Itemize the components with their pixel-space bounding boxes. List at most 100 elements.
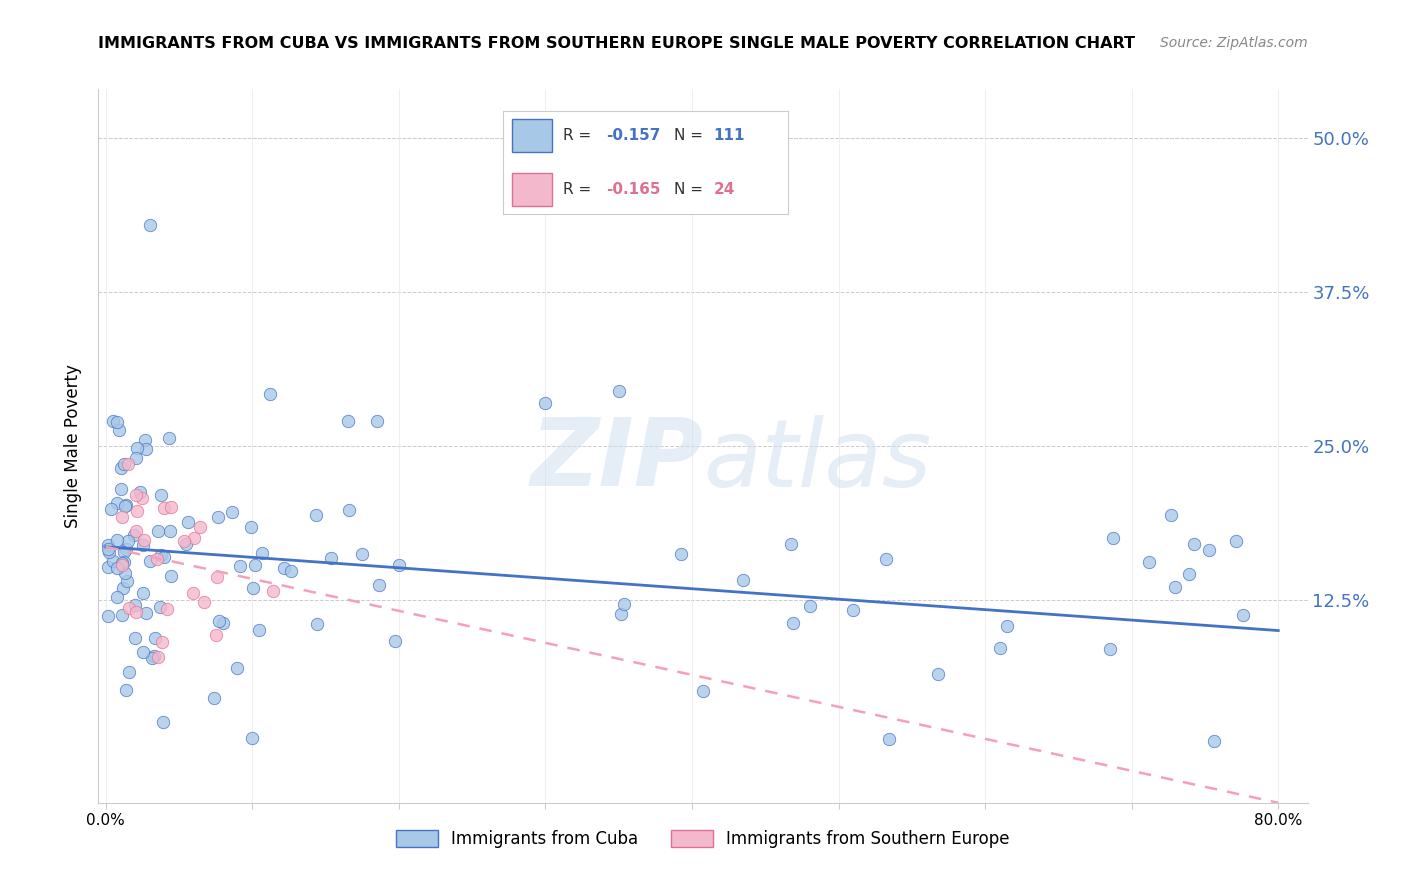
Point [157, 432, 180, 446]
Point [337, 503, 360, 517]
Point [112, 544, 135, 558]
Legend: Immigrants from Cuba, Immigrants from Southern Europe: Immigrants from Cuba, Immigrants from So… [389, 823, 1017, 855]
Point [782, 615, 804, 630]
Point [799, 599, 821, 614]
Point [205, 570, 228, 584]
Point [105, 496, 128, 510]
Point [117, 458, 139, 472]
Point [240, 731, 263, 746]
Point [1232, 607, 1254, 622]
Point [321, 550, 343, 565]
Point [202, 691, 225, 706]
Point [259, 386, 281, 401]
Point [114, 498, 136, 512]
Point [280, 564, 302, 578]
Point [534, 396, 557, 410]
Point [149, 487, 172, 501]
Point [336, 414, 359, 428]
Point [205, 628, 228, 642]
Point [135, 606, 157, 620]
Point [98, 545, 121, 559]
Point [177, 515, 200, 529]
Point [607, 384, 630, 398]
Point [117, 534, 139, 549]
Text: atlas: atlas [703, 415, 931, 506]
Point [110, 461, 132, 475]
Point [139, 554, 162, 568]
Text: ZIP: ZIP [530, 414, 703, 507]
Point [124, 631, 146, 645]
Point [105, 415, 128, 429]
Point [114, 500, 136, 514]
Point [1160, 508, 1182, 523]
Point [247, 623, 270, 637]
Point [132, 586, 155, 600]
Point [114, 566, 136, 580]
Point [352, 547, 374, 561]
Point [150, 635, 173, 649]
Y-axis label: Single Male Poverty: Single Male Poverty [65, 364, 83, 528]
Point [115, 683, 138, 698]
Point [1198, 543, 1220, 558]
Point [118, 665, 141, 680]
Point [228, 558, 250, 573]
Point [221, 505, 243, 519]
Point [190, 520, 212, 534]
Point [143, 631, 166, 645]
Point [1137, 555, 1160, 569]
Point [273, 561, 295, 575]
Point [125, 451, 148, 466]
Point [110, 482, 132, 496]
Point [877, 731, 900, 746]
Point [125, 504, 148, 518]
Point [146, 649, 169, 664]
Point [101, 413, 124, 427]
Point [105, 533, 128, 547]
Point [97, 560, 120, 574]
Point [997, 619, 1019, 633]
Point [125, 605, 148, 619]
Point [132, 538, 155, 552]
Point [125, 524, 148, 538]
Point [105, 561, 128, 575]
Point [250, 546, 273, 560]
Point [110, 556, 132, 570]
Point [368, 578, 391, 592]
Point [135, 442, 157, 456]
Point [112, 582, 135, 596]
Point [114, 542, 136, 557]
Point [1178, 566, 1201, 581]
Point [262, 583, 284, 598]
Point [243, 558, 266, 572]
Point [692, 684, 714, 698]
Point [305, 616, 328, 631]
Point [183, 531, 205, 545]
Point [134, 433, 156, 447]
Point [733, 573, 755, 587]
Point [118, 601, 141, 615]
Point [131, 645, 153, 659]
Point [159, 500, 181, 515]
Text: Source: ZipAtlas.com: Source: ZipAtlas.com [1160, 36, 1308, 50]
Point [173, 533, 195, 548]
Point [875, 551, 897, 566]
Point [388, 558, 411, 573]
Point [305, 508, 328, 522]
Point [239, 519, 262, 533]
Point [193, 594, 215, 608]
Point [780, 537, 803, 551]
Point [97, 609, 120, 624]
Point [1164, 580, 1187, 594]
Point [138, 218, 160, 232]
Point [108, 423, 131, 437]
Point [610, 607, 633, 622]
Point [153, 500, 176, 515]
Point [141, 651, 163, 665]
Point [125, 441, 148, 455]
Point [153, 549, 176, 564]
Point [110, 509, 132, 524]
Point [146, 524, 169, 539]
Point [124, 598, 146, 612]
Point [101, 554, 124, 568]
Point [226, 661, 249, 675]
